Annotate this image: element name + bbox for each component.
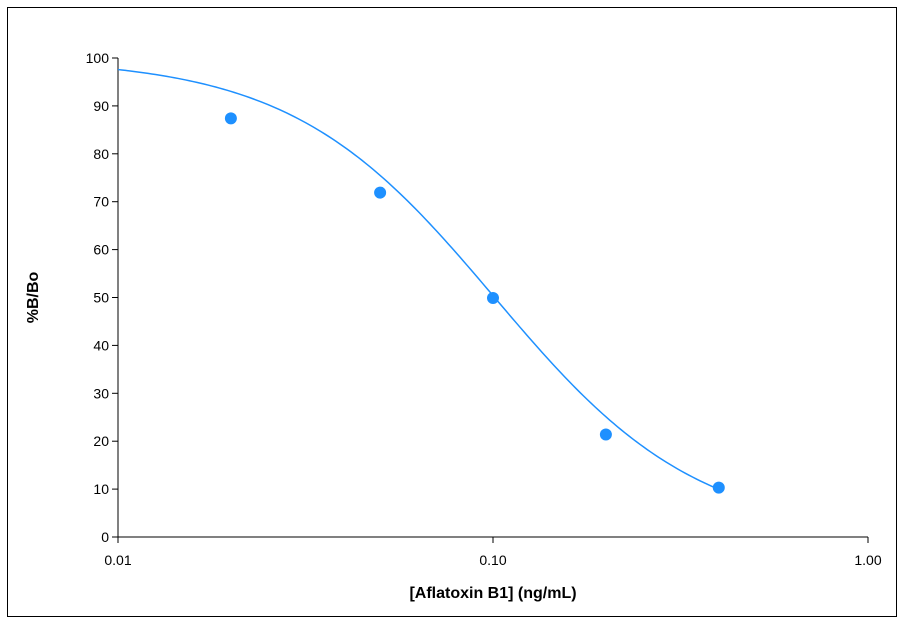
y-tick-label: 40 <box>93 337 109 353</box>
data-points <box>224 112 725 494</box>
y-tick-label: 90 <box>93 98 109 114</box>
x-tick-label: 1.00 <box>854 552 881 568</box>
y-tick-label: 30 <box>93 385 109 401</box>
ticks: 0 10 20 30 40 50 60 70 80 90 100 0.01 0.10 1.00 <box>86 50 882 568</box>
data-point <box>374 186 387 199</box>
data-point <box>487 291 499 304</box>
x-axis-title: [Aflatoxin B1] (ng/mL) <box>409 585 576 602</box>
chart-frame <box>7 7 897 617</box>
y-axis-title: %B/Bo <box>25 272 42 324</box>
data-point <box>224 112 237 125</box>
y-tick-label: 60 <box>93 242 109 258</box>
y-tick-label: 10 <box>93 481 109 497</box>
y-tick-label: 50 <box>93 290 109 306</box>
y-tick-label: 100 <box>86 50 110 66</box>
x-tick-label: 0.01 <box>104 552 131 568</box>
fit-curve <box>117 68 720 490</box>
y-tick-label: 80 <box>93 146 109 162</box>
x-tick-label: 0.10 <box>479 552 506 568</box>
y-tick-label: 20 <box>93 433 109 449</box>
y-tick-label: 70 <box>93 194 109 210</box>
data-point <box>599 428 612 441</box>
data-point <box>712 481 725 494</box>
y-tick-label: 0 <box>101 529 109 545</box>
